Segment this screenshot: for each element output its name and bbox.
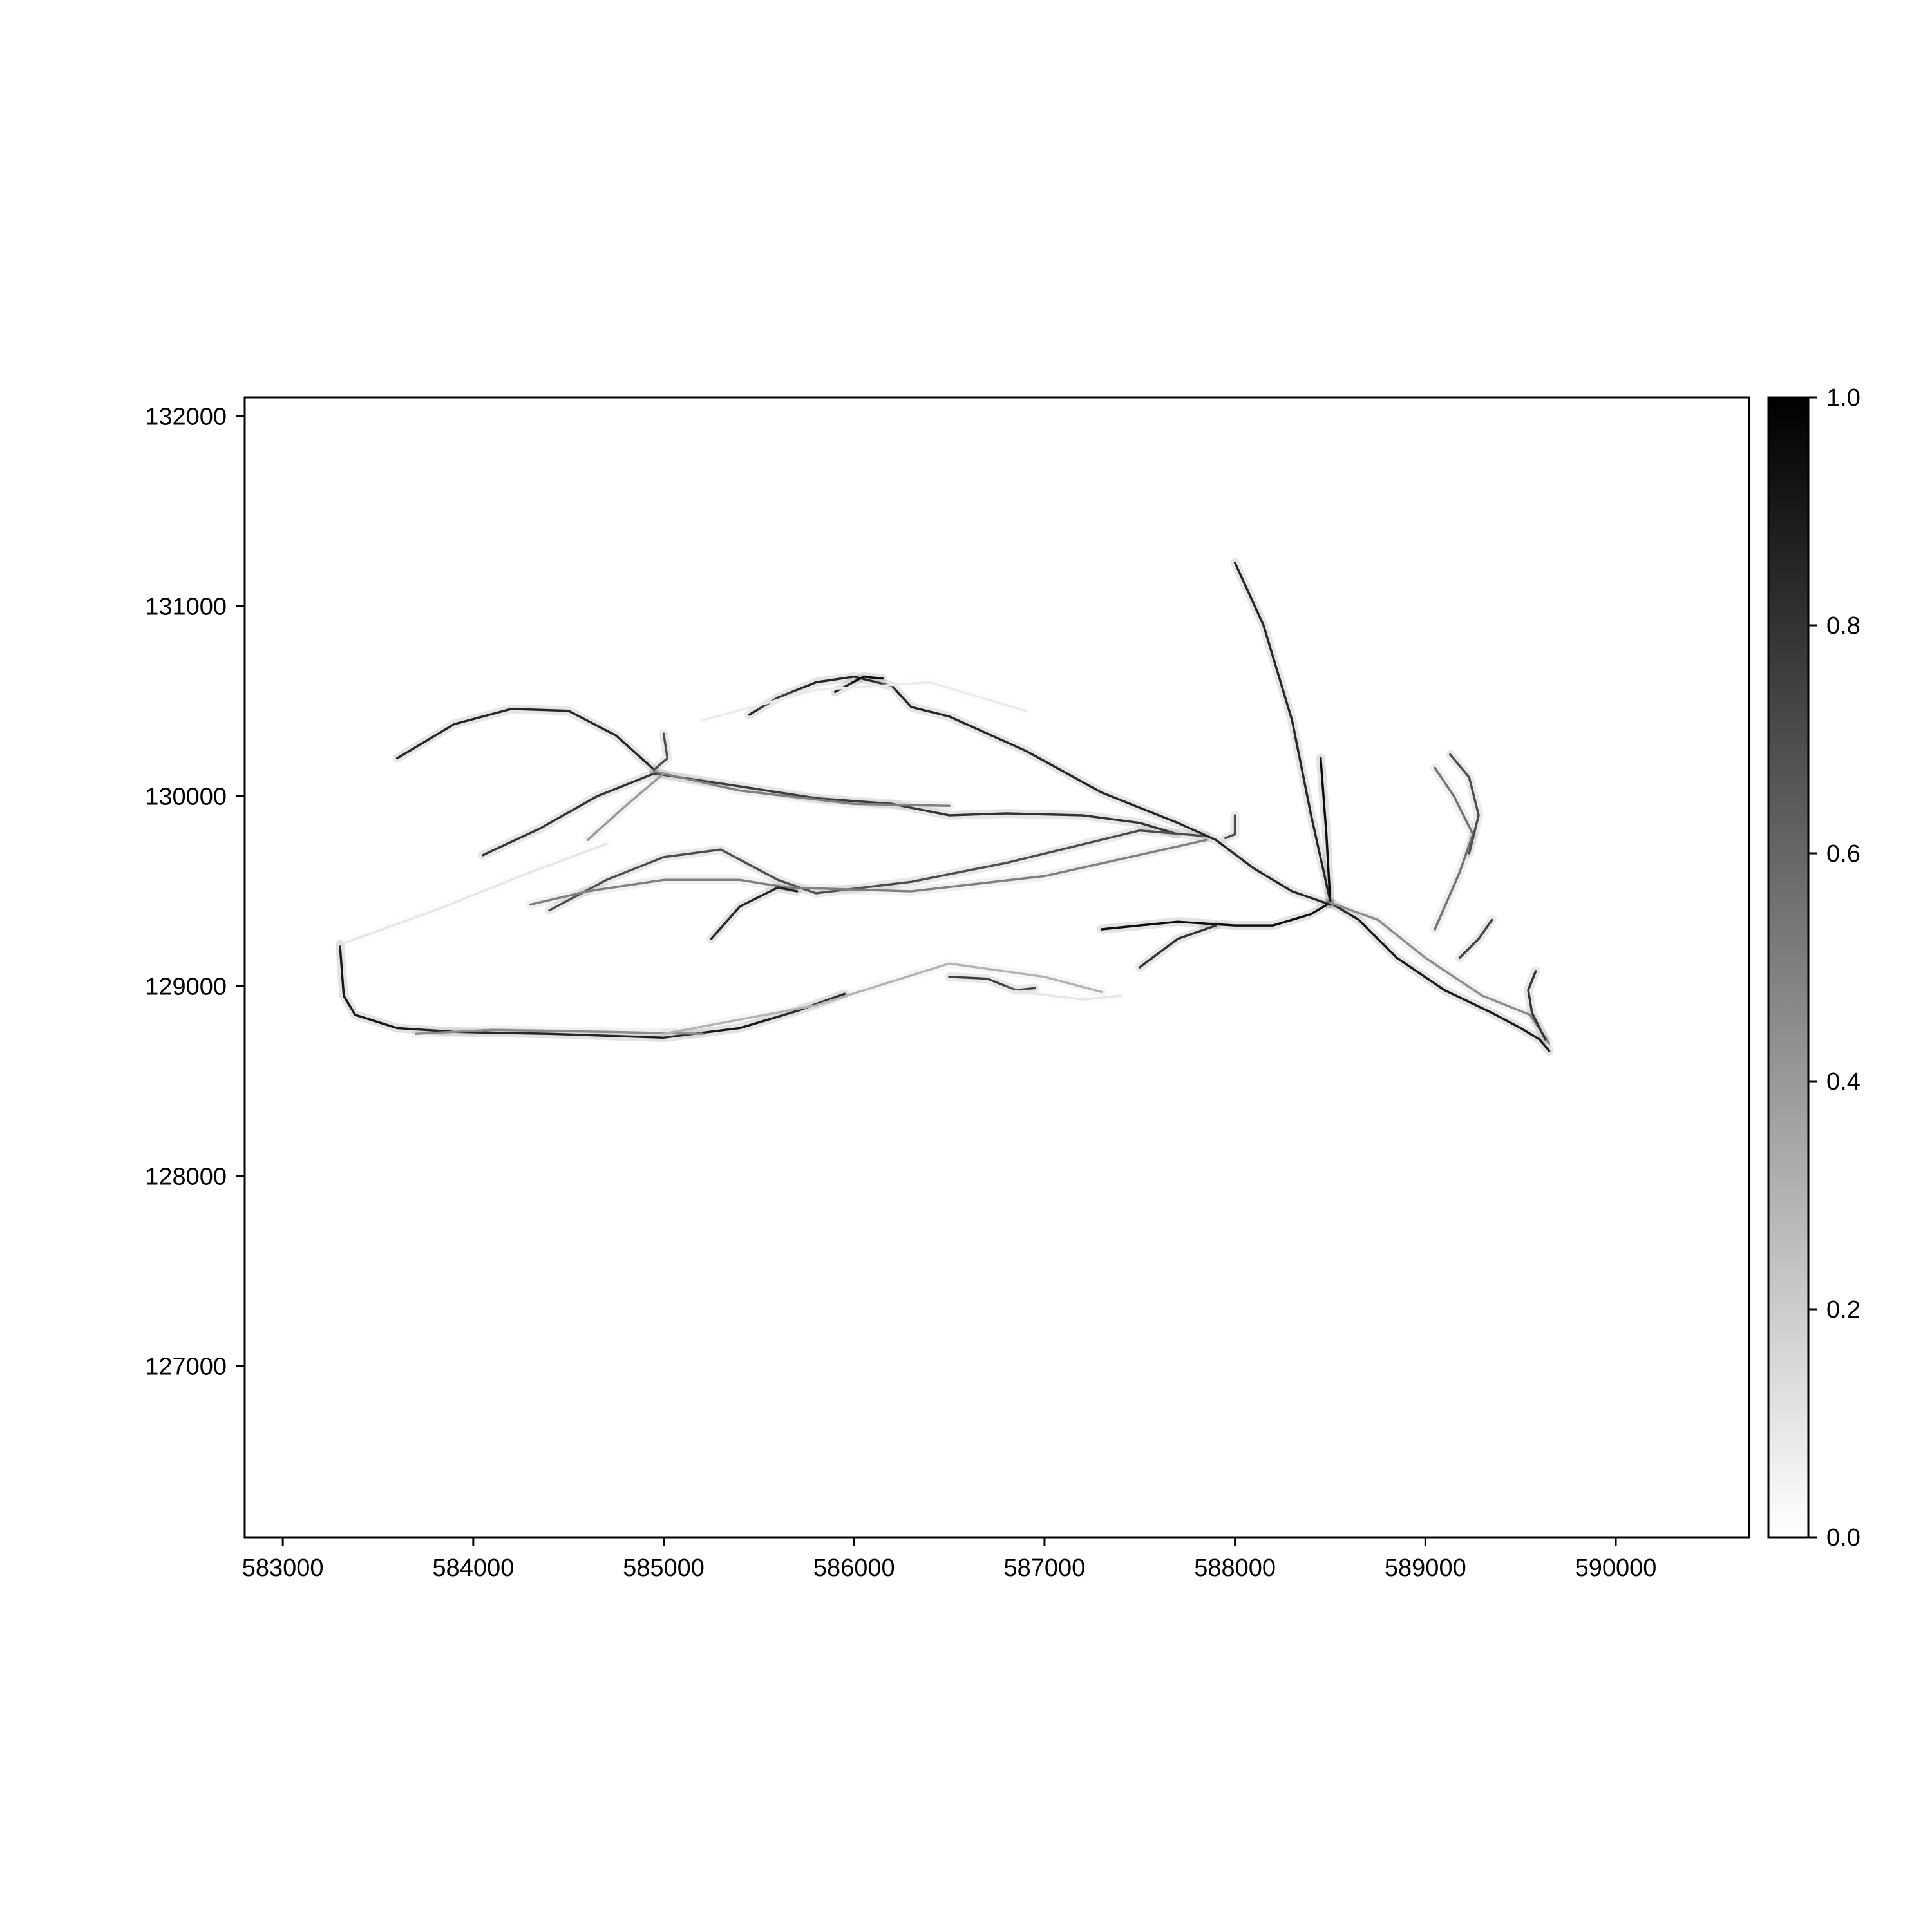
x-tick-label: 587000 — [1004, 1555, 1086, 1582]
flow-path — [1139, 924, 1217, 969]
colorbar-tick-label: 0.6 — [1826, 840, 1861, 867]
y-tick-label: 129000 — [145, 974, 227, 1001]
flow-path — [1329, 901, 1551, 1052]
flow-path — [748, 675, 1332, 906]
flow-path — [1527, 970, 1547, 1041]
colorbar-tick-label: 1.0 — [1826, 384, 1861, 412]
x-tick-label: 585000 — [623, 1555, 705, 1582]
colorbar-tick-label: 0.4 — [1826, 1068, 1861, 1095]
colorbar-gradient — [1767, 396, 1810, 1539]
flow-path — [948, 976, 1036, 992]
colorbar-tick-label: 0.2 — [1826, 1296, 1861, 1323]
flow-path — [652, 732, 669, 771]
flow-path — [1458, 918, 1493, 960]
flow-path — [1100, 901, 1332, 931]
y-tick-label: 132000 — [145, 404, 227, 431]
flow-path — [700, 681, 1027, 722]
y-tick-label: 127000 — [145, 1354, 227, 1381]
flow-path — [395, 708, 656, 771]
plot-frame — [243, 396, 1750, 1539]
flow-path — [529, 838, 1208, 906]
flow-path — [586, 772, 665, 842]
x-tick-label: 589000 — [1385, 1555, 1466, 1582]
flow-path — [548, 829, 1208, 912]
x-tick-label: 584000 — [432, 1555, 514, 1582]
flow-path — [662, 962, 1103, 1036]
x-tick-label: 588000 — [1194, 1555, 1276, 1582]
flow-path — [833, 675, 884, 694]
y-tick-label: 131000 — [145, 594, 227, 621]
x-tick-label: 586000 — [813, 1555, 895, 1582]
colorbar: 0.0 0.2 0.4 0.6 0.8 1.0 — [1767, 384, 1861, 1551]
flow-path — [415, 1028, 703, 1036]
x-tick-label: 583000 — [242, 1555, 324, 1582]
colorbar-tick-label: 0.0 — [1826, 1524, 1861, 1551]
flow-path — [1224, 814, 1236, 840]
colorbar-ticks: 0.0 0.2 0.4 0.6 0.8 1.0 — [1808, 384, 1861, 1551]
plot-area — [243, 396, 1750, 1539]
flow-path — [1233, 561, 1332, 902]
colorbar-tick-label: 0.8 — [1826, 612, 1861, 639]
flow-path — [1449, 753, 1480, 855]
x-axis: 583000 584000 585000 586000 587000 588000 5890… — [242, 1537, 1657, 1582]
flow-path — [710, 886, 799, 940]
flow-path — [1329, 901, 1551, 1045]
flow-path — [481, 772, 1179, 857]
plot-background — [245, 397, 1749, 1537]
x-tick-label: 590000 — [1575, 1555, 1657, 1582]
flow-path — [652, 770, 951, 808]
y-axis: 127000 128000 129000 130000 131000 132000 — [145, 404, 245, 1381]
flow-path — [339, 842, 608, 946]
flow-path — [339, 943, 846, 1039]
flow-paths — [335, 558, 1554, 1056]
flow-path — [1319, 757, 1332, 902]
y-tick-label: 130000 — [145, 784, 227, 811]
flow-path — [1005, 989, 1122, 1001]
y-tick-label: 128000 — [145, 1164, 227, 1191]
